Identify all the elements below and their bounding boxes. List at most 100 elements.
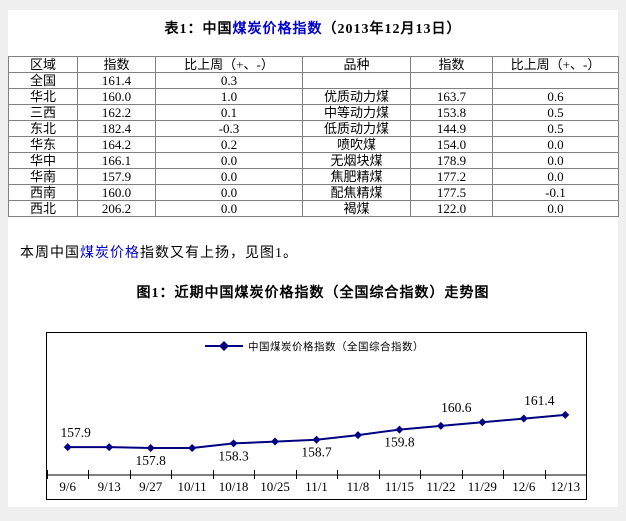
table-cell: 焦肥精煤 xyxy=(302,168,411,185)
table-cell: 0.5 xyxy=(492,104,619,121)
table-cell xyxy=(492,72,619,89)
table-cell: 中等动力煤 xyxy=(302,104,411,121)
table-cell: 166.1 xyxy=(77,152,156,169)
table-title-prefix: 表1：中国 xyxy=(164,22,233,37)
data-point-marker xyxy=(436,421,445,430)
table-header-cell: 品种 xyxy=(302,56,411,73)
table-header-cell: 指数 xyxy=(410,56,493,73)
data-point-label: 157.8 xyxy=(135,453,166,468)
table-cell: 0.0 xyxy=(155,200,303,217)
data-point-marker xyxy=(561,410,570,419)
table-header-cell: 区域 xyxy=(8,56,78,73)
summary-suffix: 指数又有上扬，见图1。 xyxy=(140,246,298,261)
data-point-label: 157.9 xyxy=(61,425,92,440)
table-cell: 0.0 xyxy=(492,200,619,217)
trend-chart: 中国煤炭价格指数（全国综合指数） 9/6 9/13 9/27 10/11 10/18 10/… xyxy=(46,332,587,500)
x-axis-label: 11/29 xyxy=(468,479,497,494)
table-cell: 西南 xyxy=(8,184,78,201)
table-cell: 164.2 xyxy=(77,136,156,153)
table-header-cell: 指数 xyxy=(77,56,156,73)
table-cell: 153.8 xyxy=(410,104,493,121)
table-cell: 低质动力煤 xyxy=(302,120,411,137)
table-cell xyxy=(410,72,493,89)
x-axis-label: 10/11 xyxy=(178,479,207,494)
data-point-marker xyxy=(271,437,280,446)
table-cell: 178.9 xyxy=(410,152,493,169)
table-cell: 喷吹煤 xyxy=(302,136,411,153)
document-page: 表1：中国煤炭价格指数（2013年12月13日） 区域 指数 比上周（+、-） 品种指… xyxy=(8,10,619,507)
x-axis-label: 9/6 xyxy=(59,479,76,494)
legend-marker-icon xyxy=(219,341,229,351)
table-cell: 161.4 xyxy=(77,72,156,89)
summary-link[interactable]: 煤炭价格 xyxy=(80,246,140,261)
x-axis-label: 11/8 xyxy=(347,479,370,494)
table-row: 华北 160.0 1.0 优质动力煤 163.7 0.6 xyxy=(8,88,619,105)
data-point-marker xyxy=(63,443,72,452)
table-cell: 0.2 xyxy=(155,136,303,153)
table-cell: 华南 xyxy=(8,168,78,185)
table-row: 全国 161.4 0.3 xyxy=(8,72,619,89)
data-point-marker xyxy=(229,439,238,448)
table-row: 华南 157.9 0.0 焦肥精煤 177.2 0.0 xyxy=(8,168,619,185)
table-body: 全国 161.4 0.3 华北 160.0 1.0 优质动力煤 163.7 0.6 三西 162.2… xyxy=(8,72,619,217)
table-cell: 华北 xyxy=(8,88,78,105)
data-point-label: 158.3 xyxy=(218,448,249,463)
table-cell: 褐煤 xyxy=(302,200,411,217)
data-point-marker xyxy=(312,435,321,444)
x-axis-label: 10/18 xyxy=(219,479,249,494)
table-row: 三西 162.2 0.1 中等动力煤 153.8 0.5 xyxy=(8,104,619,121)
table-title-link[interactable]: 煤炭价格指数 xyxy=(232,22,323,37)
table-row: 东北 182.4 -0.3 低质动力煤 144.9 0.5 xyxy=(8,120,619,137)
table-row: 华中 166.1 0.0 无烟块煤 178.9 0.0 xyxy=(8,152,619,169)
table-cell: 182.4 xyxy=(77,120,156,137)
table-title-suffix: （2013年12月13日） xyxy=(322,22,462,37)
table-row: 西南 160.0 0.0 配焦精煤 177.5 -0.1 xyxy=(8,184,619,201)
table-cell: 163.7 xyxy=(410,88,493,105)
data-point-label: 158.7 xyxy=(301,445,332,460)
table-cell: 0.5 xyxy=(492,120,619,137)
table-cell: 144.9 xyxy=(410,120,493,137)
table-cell: 西北 xyxy=(8,200,78,217)
data-point-marker xyxy=(105,443,114,452)
table-cell: 162.2 xyxy=(77,104,156,121)
x-axis-label: 11/15 xyxy=(385,479,414,494)
data-point-label: 160.6 xyxy=(441,400,472,415)
table-cell: 0.0 xyxy=(492,168,619,185)
x-axis-label: 11/22 xyxy=(426,479,455,494)
table-cell: 206.2 xyxy=(77,200,156,217)
table-cell xyxy=(302,72,411,89)
table-cell: 0.6 xyxy=(492,88,619,105)
table-cell: 0.1 xyxy=(155,104,303,121)
table-cell: 华中 xyxy=(8,152,78,169)
table-header-row: 区域 指数 比上周（+、-） 品种 指数 比上周（+、-） xyxy=(8,56,619,73)
table-cell: 177.2 xyxy=(410,168,493,185)
data-point-marker xyxy=(478,418,487,427)
table-cell: 0.3 xyxy=(155,72,303,89)
table-cell: 全国 xyxy=(8,72,78,89)
coal-index-table: 区域 指数 比上周（+、-） 品种 指数 比上周（+、-） 全国 161.4 0.3 华北 160… xyxy=(8,56,619,217)
table-cell: 0.0 xyxy=(492,152,619,169)
legend-label: 中国煤炭价格指数（全国综合指数） xyxy=(248,340,424,353)
table-row: 华东 164.2 0.2 喷吹煤 154.0 0.0 xyxy=(8,136,619,153)
table-cell: 0.0 xyxy=(492,136,619,153)
table-cell: 东北 xyxy=(8,120,78,137)
table-row: 西北 206.2 0.0 褐煤 122.0 0.0 xyxy=(8,200,619,217)
table-cell: -0.3 xyxy=(155,120,303,137)
data-point-label: 159.8 xyxy=(384,435,415,450)
data-point-label: 161.4 xyxy=(524,393,555,408)
table-cell: 优质动力煤 xyxy=(302,88,411,105)
data-point-marker xyxy=(353,431,362,440)
table-cell: 122.0 xyxy=(410,200,493,217)
x-axis-label: 9/13 xyxy=(98,479,121,494)
x-axis-label: 12/6 xyxy=(512,479,536,494)
table-header-cell: 比上周（+、-） xyxy=(155,56,303,73)
table-cell: 三西 xyxy=(8,104,78,121)
table-cell: 160.0 xyxy=(77,88,156,105)
figure-title: 图1：近期中国煤炭价格指数（全国综合指数）走势图 xyxy=(136,286,490,301)
summary-prefix: 本周中国 xyxy=(20,246,80,261)
x-axis-label: 12/13 xyxy=(550,479,580,494)
x-axis-label: 11/1 xyxy=(305,479,328,494)
table-title: 表1：中国煤炭价格指数（2013年12月13日） xyxy=(8,18,618,38)
x-axis-label: 9/27 xyxy=(139,479,163,494)
table-cell: 华东 xyxy=(8,136,78,153)
